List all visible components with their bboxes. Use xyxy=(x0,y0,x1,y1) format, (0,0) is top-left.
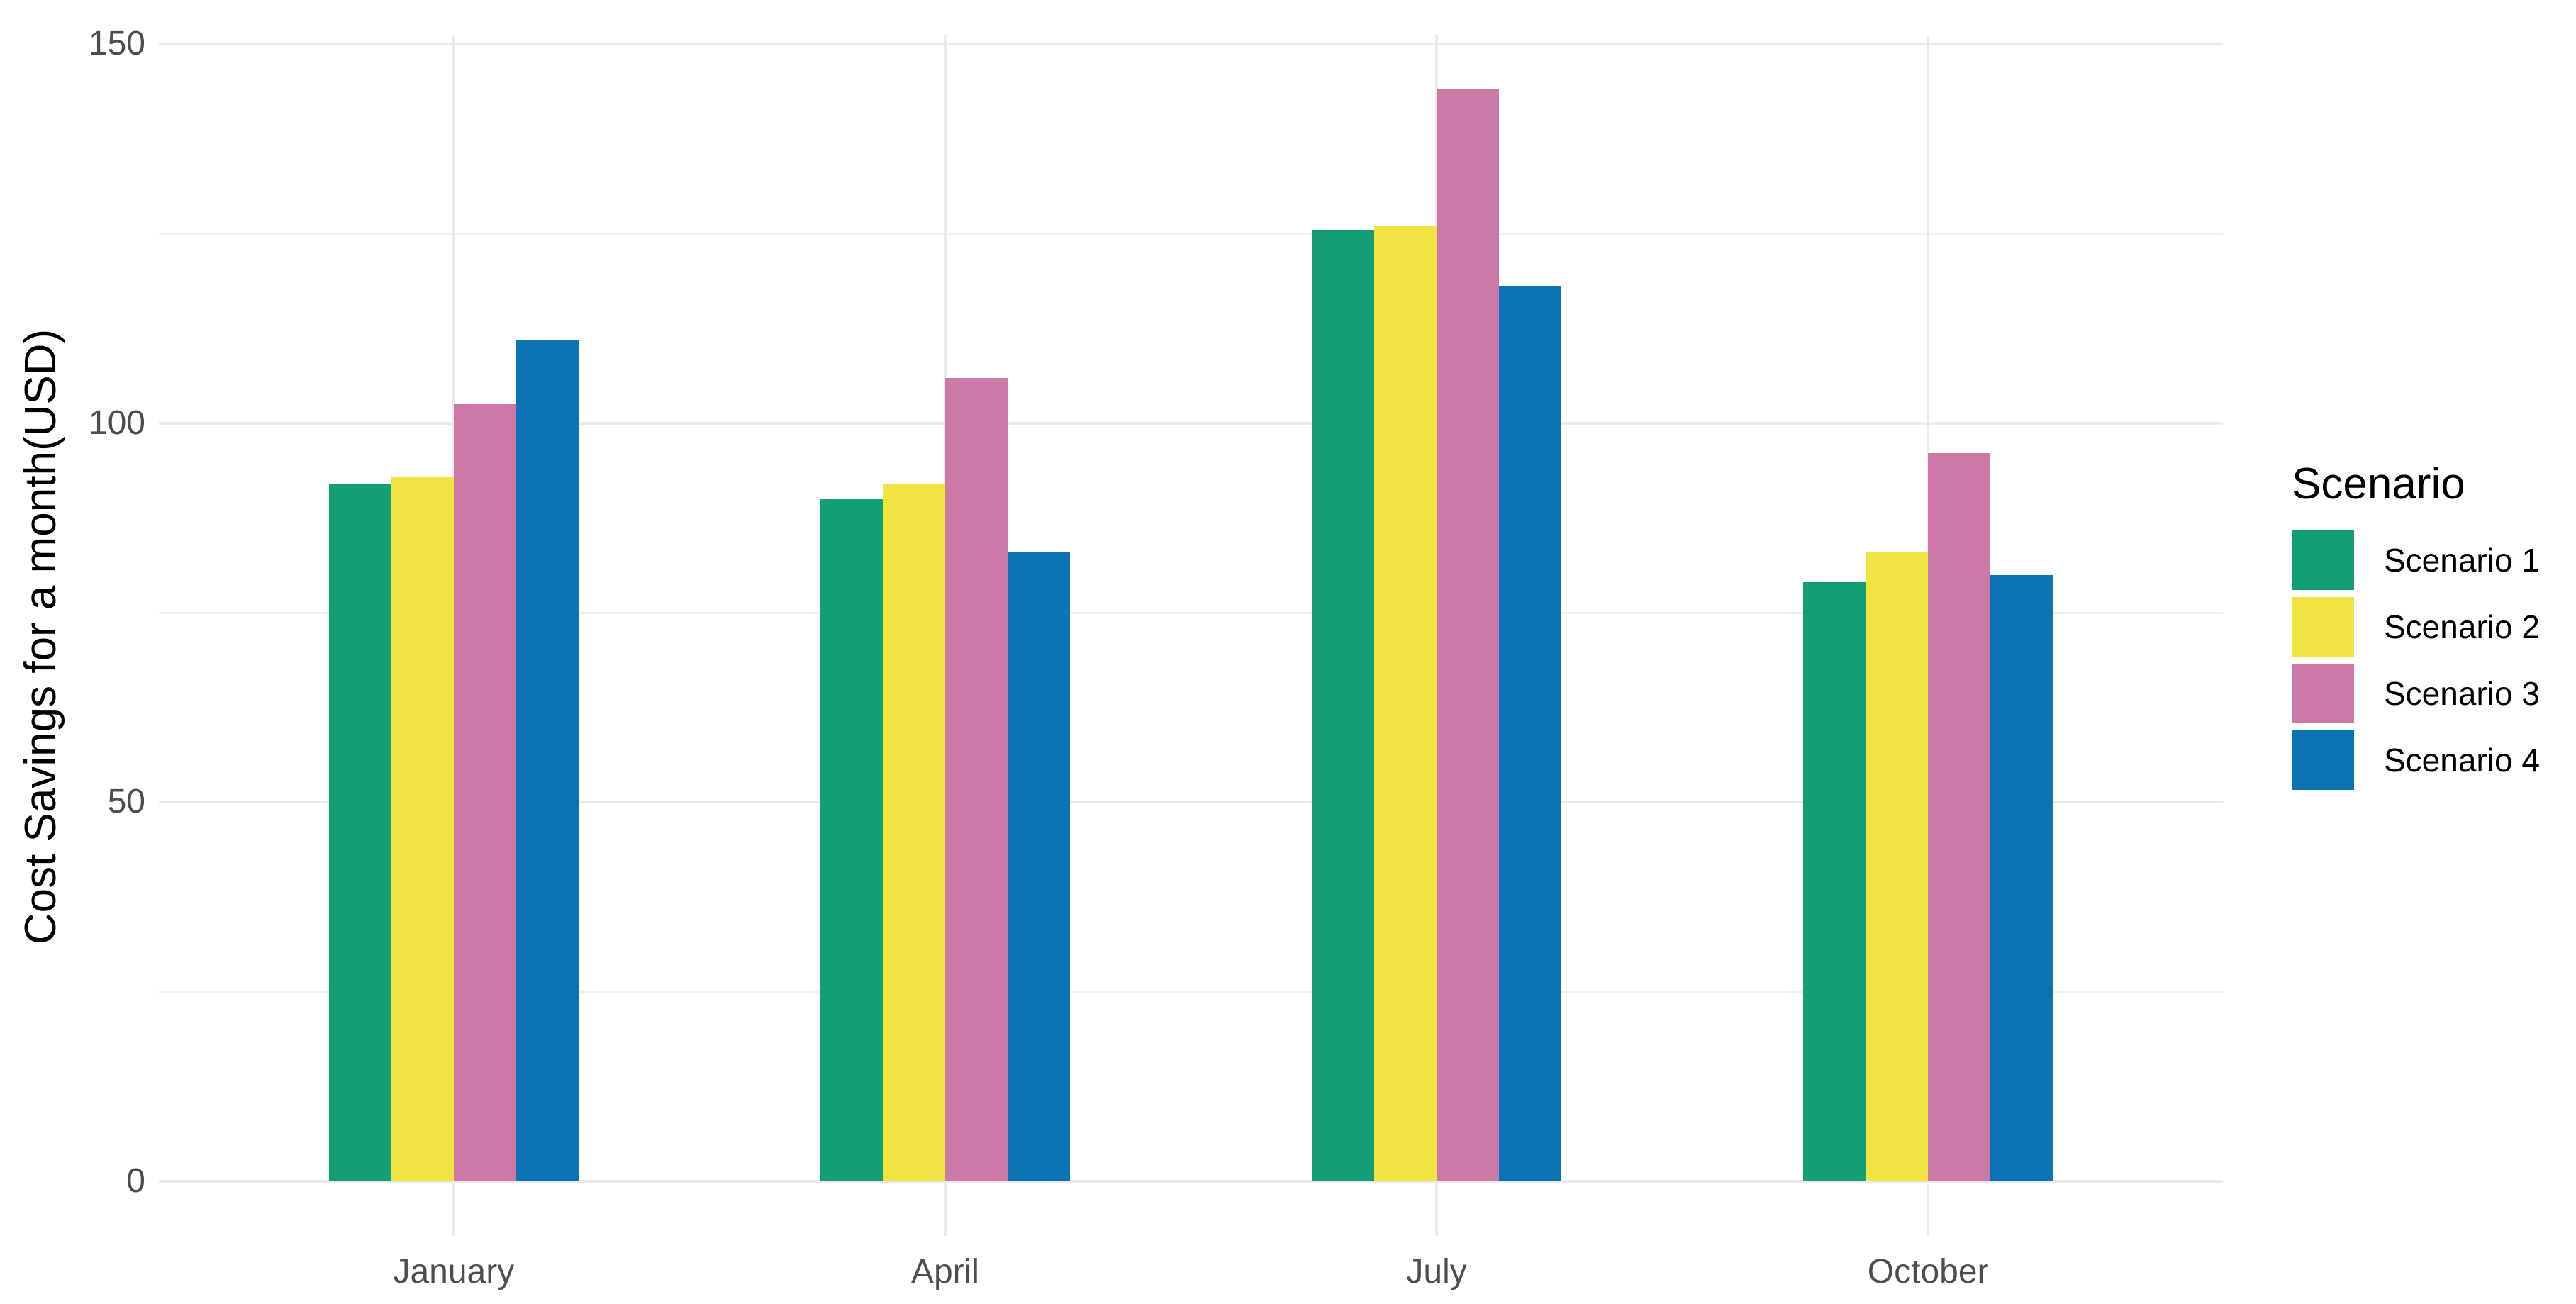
legend-item-scenario-2: Scenario 2 xyxy=(2292,597,2540,657)
y-tick-label-150: 150 xyxy=(88,25,145,62)
y-tick-label-0: 0 xyxy=(126,1162,145,1200)
legend-swatch-scenario-4 xyxy=(2292,730,2354,790)
legend-item-scenario-3: Scenario 3 xyxy=(2292,664,2540,723)
h-gridline-minor-75 xyxy=(159,611,2223,614)
y-tick-label-50: 50 xyxy=(107,783,145,821)
legend-label-scenario-1: Scenario 1 xyxy=(2384,542,2540,579)
legend-label-scenario-3: Scenario 3 xyxy=(2384,675,2540,712)
legend-label-scenario-2: Scenario 2 xyxy=(2384,608,2540,645)
h-gridline-major-50 xyxy=(159,801,2223,804)
legend-swatch-scenario-1 xyxy=(2292,530,2354,590)
x-tick-label-january: January xyxy=(393,1253,515,1291)
x-tick-label-april: April xyxy=(910,1253,979,1291)
bar-scenario-2-january xyxy=(391,476,454,1181)
bar-scenario-3-october xyxy=(1928,453,1991,1181)
bar-scenario-2-july xyxy=(1374,225,1437,1181)
bar-scenario-1-january xyxy=(328,484,391,1181)
legend-item-scenario-4: Scenario 4 xyxy=(2292,730,2540,790)
h-gridline-major-150 xyxy=(159,43,2223,45)
bar-scenario-4-july xyxy=(1499,286,1562,1181)
bar-scenario-3-january xyxy=(453,403,516,1181)
bar-scenario-3-july xyxy=(1437,89,1500,1181)
bar-scenario-1-july xyxy=(1312,229,1375,1181)
bar-scenario-1-april xyxy=(820,498,883,1181)
h-gridline-minor-125 xyxy=(159,232,2223,235)
x-tick-label-july: July xyxy=(1406,1253,1467,1291)
legend-swatch-scenario-3 xyxy=(2292,664,2354,723)
legend-item-scenario-1: Scenario 1 xyxy=(2292,530,2540,590)
h-gridline-major-0 xyxy=(159,1180,2223,1183)
plot-panel xyxy=(159,35,2223,1236)
h-gridline-minor-25 xyxy=(159,991,2223,993)
x-tick-label-october: October xyxy=(1867,1253,1989,1291)
legend-items: Scenario 1 Scenario 2 Scenario 3 Scenario 4 xyxy=(2292,530,2540,790)
legend-swatch-scenario-2 xyxy=(2292,597,2354,657)
y-tick-label-100: 100 xyxy=(88,403,145,442)
legend-title: Scenario xyxy=(2292,459,2465,508)
h-gridline-major-100 xyxy=(159,421,2223,425)
bar-scenario-1-october xyxy=(1803,582,1866,1181)
bar-scenario-2-october xyxy=(1866,552,1929,1181)
bar-scenario-4-april xyxy=(1007,552,1070,1181)
bar-scenario-2-april xyxy=(882,484,945,1181)
bar-scenario-4-october xyxy=(1990,574,2053,1181)
legend-label-scenario-4: Scenario 4 xyxy=(2384,742,2540,779)
bar-scenario-3-april xyxy=(944,377,1008,1181)
bar-scenario-4-january xyxy=(515,340,579,1181)
